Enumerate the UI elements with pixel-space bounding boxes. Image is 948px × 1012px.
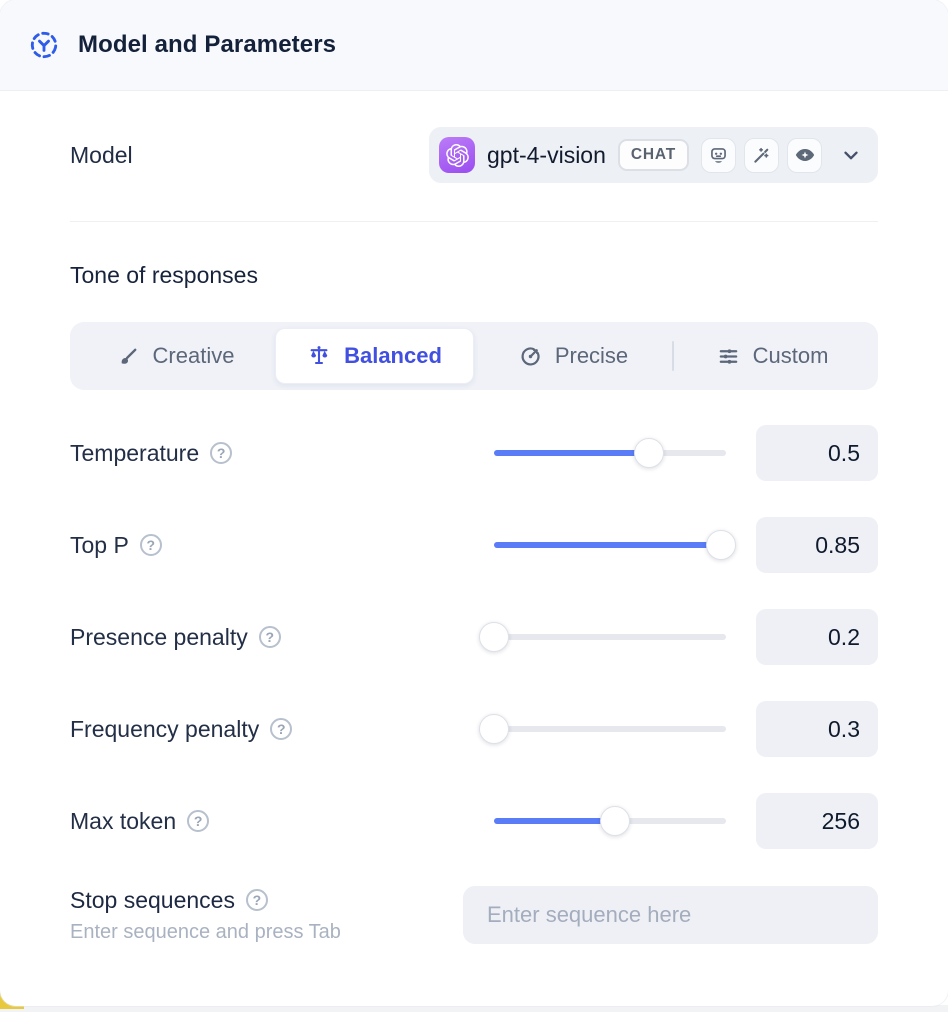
slider-thumb[interactable] [706,530,737,560]
selected-model-name: gpt-4-vision [487,141,606,168]
model-label: Model [70,141,133,168]
param-label: Temperature [70,439,200,466]
magic-wand-icon [744,137,779,173]
help-icon[interactable]: ? [270,718,293,740]
param-row-frequency-penalty: Frequency penalty ? 0.3 [70,701,878,757]
slider-thumb[interactable] [599,806,630,836]
stop-sequences-label: Stop sequences [70,886,235,913]
model-select-dropdown[interactable]: gpt-4-vision CHAT [429,127,878,183]
temperature-value: 0.5 [756,425,878,481]
top-p-slider[interactable] [494,529,737,561]
slider-thumb[interactable] [479,714,509,744]
stop-sequences-row: Stop sequences ? Enter sequence and pres… [70,886,878,944]
presence-penalty-slider[interactable] [479,621,726,653]
frequency-penalty-value: 0.3 [756,701,878,757]
vision-eye-icon [787,137,822,173]
robot-icon [701,137,736,173]
tone-option-label: Custom [752,343,829,368]
param-row-temperature: Temperature ? 0.5 [70,425,878,481]
openai-logo [439,137,475,173]
background-strip [0,1005,948,1012]
target-icon [519,345,542,368]
tone-option-balanced[interactable]: Balanced [275,328,474,384]
focus-model-icon [28,29,60,61]
max-token-value: 256 [756,793,878,849]
capability-chips [701,137,822,173]
slider-thumb[interactable] [634,438,665,468]
param-row-top-p: Top P ? 0.85 [70,517,878,573]
paintbrush-icon [117,345,140,368]
tone-option-custom[interactable]: Custom [673,328,872,384]
tone-option-label: Creative [152,343,235,368]
stop-sequences-hint: Enter sequence and press Tab [70,920,341,943]
section-divider [70,221,878,222]
panel-body: Model gpt-4-vision CHAT [0,127,948,944]
top-p-value: 0.85 [756,517,878,573]
param-label: Presence penalty [70,623,248,650]
param-row-max-token: Max token ? 256 [70,793,878,849]
slider-thumb[interactable] [479,622,509,652]
param-row-presence-penalty: Presence penalty ? 0.2 [70,609,878,665]
panel-title: Model and Parameters [78,31,337,58]
param-label: Frequency penalty [70,715,260,742]
max-token-slider[interactable] [494,805,726,837]
help-icon[interactable]: ? [210,442,233,464]
scales-icon [307,344,331,368]
help-icon[interactable]: ? [139,534,162,556]
tone-option-label: Balanced [344,343,442,368]
tone-segmented-control: Creative Balanced [70,322,878,390]
temperature-slider[interactable] [494,437,726,469]
parameter-rows: Temperature ? 0.5 Top P ? [70,425,878,849]
help-icon[interactable]: ? [245,889,268,911]
model-row: Model gpt-4-vision CHAT [70,127,878,183]
tone-option-label: Precise [554,343,629,368]
param-label: Top P [70,531,129,558]
panel-header: Model and Parameters [0,0,948,91]
model-type-badge: CHAT [617,139,689,171]
param-label: Max token [70,807,177,834]
presence-penalty-value: 0.2 [756,609,878,665]
tone-section-title: Tone of responses [70,262,258,288]
tone-option-creative[interactable]: Creative [76,328,275,384]
tone-option-precise[interactable]: Precise [474,328,673,384]
help-icon[interactable]: ? [187,810,210,832]
stop-sequence-input[interactable] [463,886,878,944]
sliders-icon [717,345,740,368]
frequency-penalty-slider[interactable] [479,713,726,745]
help-icon[interactable]: ? [258,626,281,648]
chevron-down-icon [840,144,862,166]
